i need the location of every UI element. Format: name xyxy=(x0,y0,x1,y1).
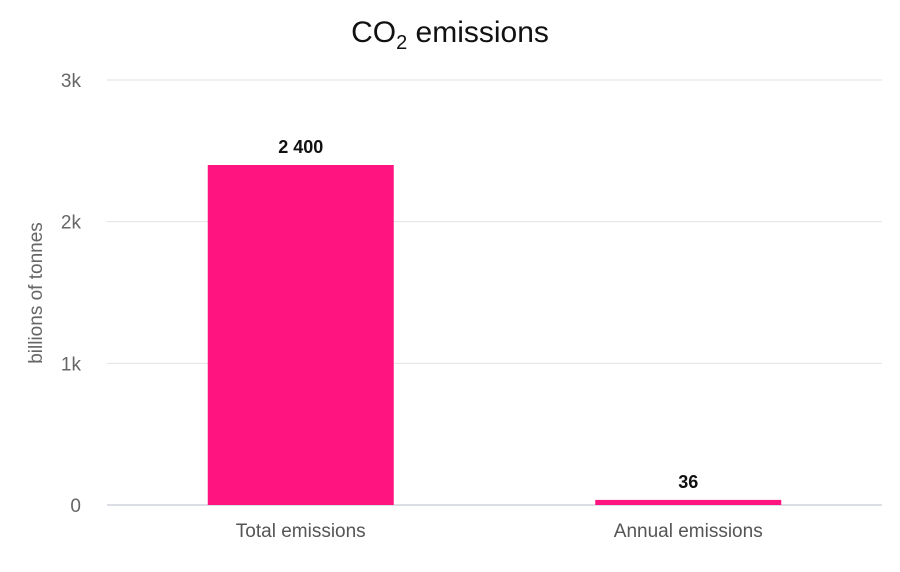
chart-title: CO2 emissions xyxy=(351,16,549,54)
y-tick-label: 2k xyxy=(61,213,82,234)
bar xyxy=(207,165,394,505)
x-tick-label: Annual emissions xyxy=(614,521,763,542)
data-label: 2 400 xyxy=(278,137,323,157)
y-tick-label: 1k xyxy=(61,354,82,375)
x-tick-label: Total emissions xyxy=(236,521,366,542)
y-tick-label: 0 xyxy=(70,496,81,517)
chart-title-main: CO xyxy=(351,16,396,49)
bars: 2 400 36 xyxy=(207,137,782,505)
y-axis-ticks: 0 1k 2k 3k xyxy=(61,71,82,517)
chart-title-rest: emissions xyxy=(407,16,549,49)
chart-title-subscript: 2 xyxy=(396,32,407,54)
x-axis-ticks: Total emissions Annual emissions xyxy=(236,521,763,542)
y-axis-label: billions of tonnes xyxy=(26,222,47,364)
y-tick-label: 3k xyxy=(61,71,82,92)
bar xyxy=(595,499,782,505)
data-label: 36 xyxy=(678,472,698,492)
